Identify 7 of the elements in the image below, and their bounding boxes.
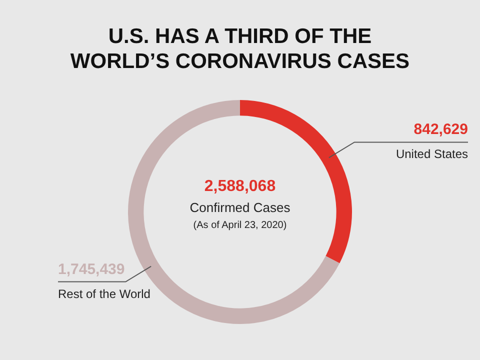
slice-label: United States [396, 147, 468, 162]
text: Confirmed Cases [188, 200, 292, 215]
slice-label: Rest of the World [58, 286, 150, 301]
chart-title: U.S. HAS A THIRD OF THE WORLD’S CORONAVIRUS CASES [69, 24, 411, 74]
text: 2,588,068 [203, 178, 277, 196]
text: (As of April 23, 2020) [192, 220, 288, 231]
data-label: 842,629 [414, 121, 468, 138]
